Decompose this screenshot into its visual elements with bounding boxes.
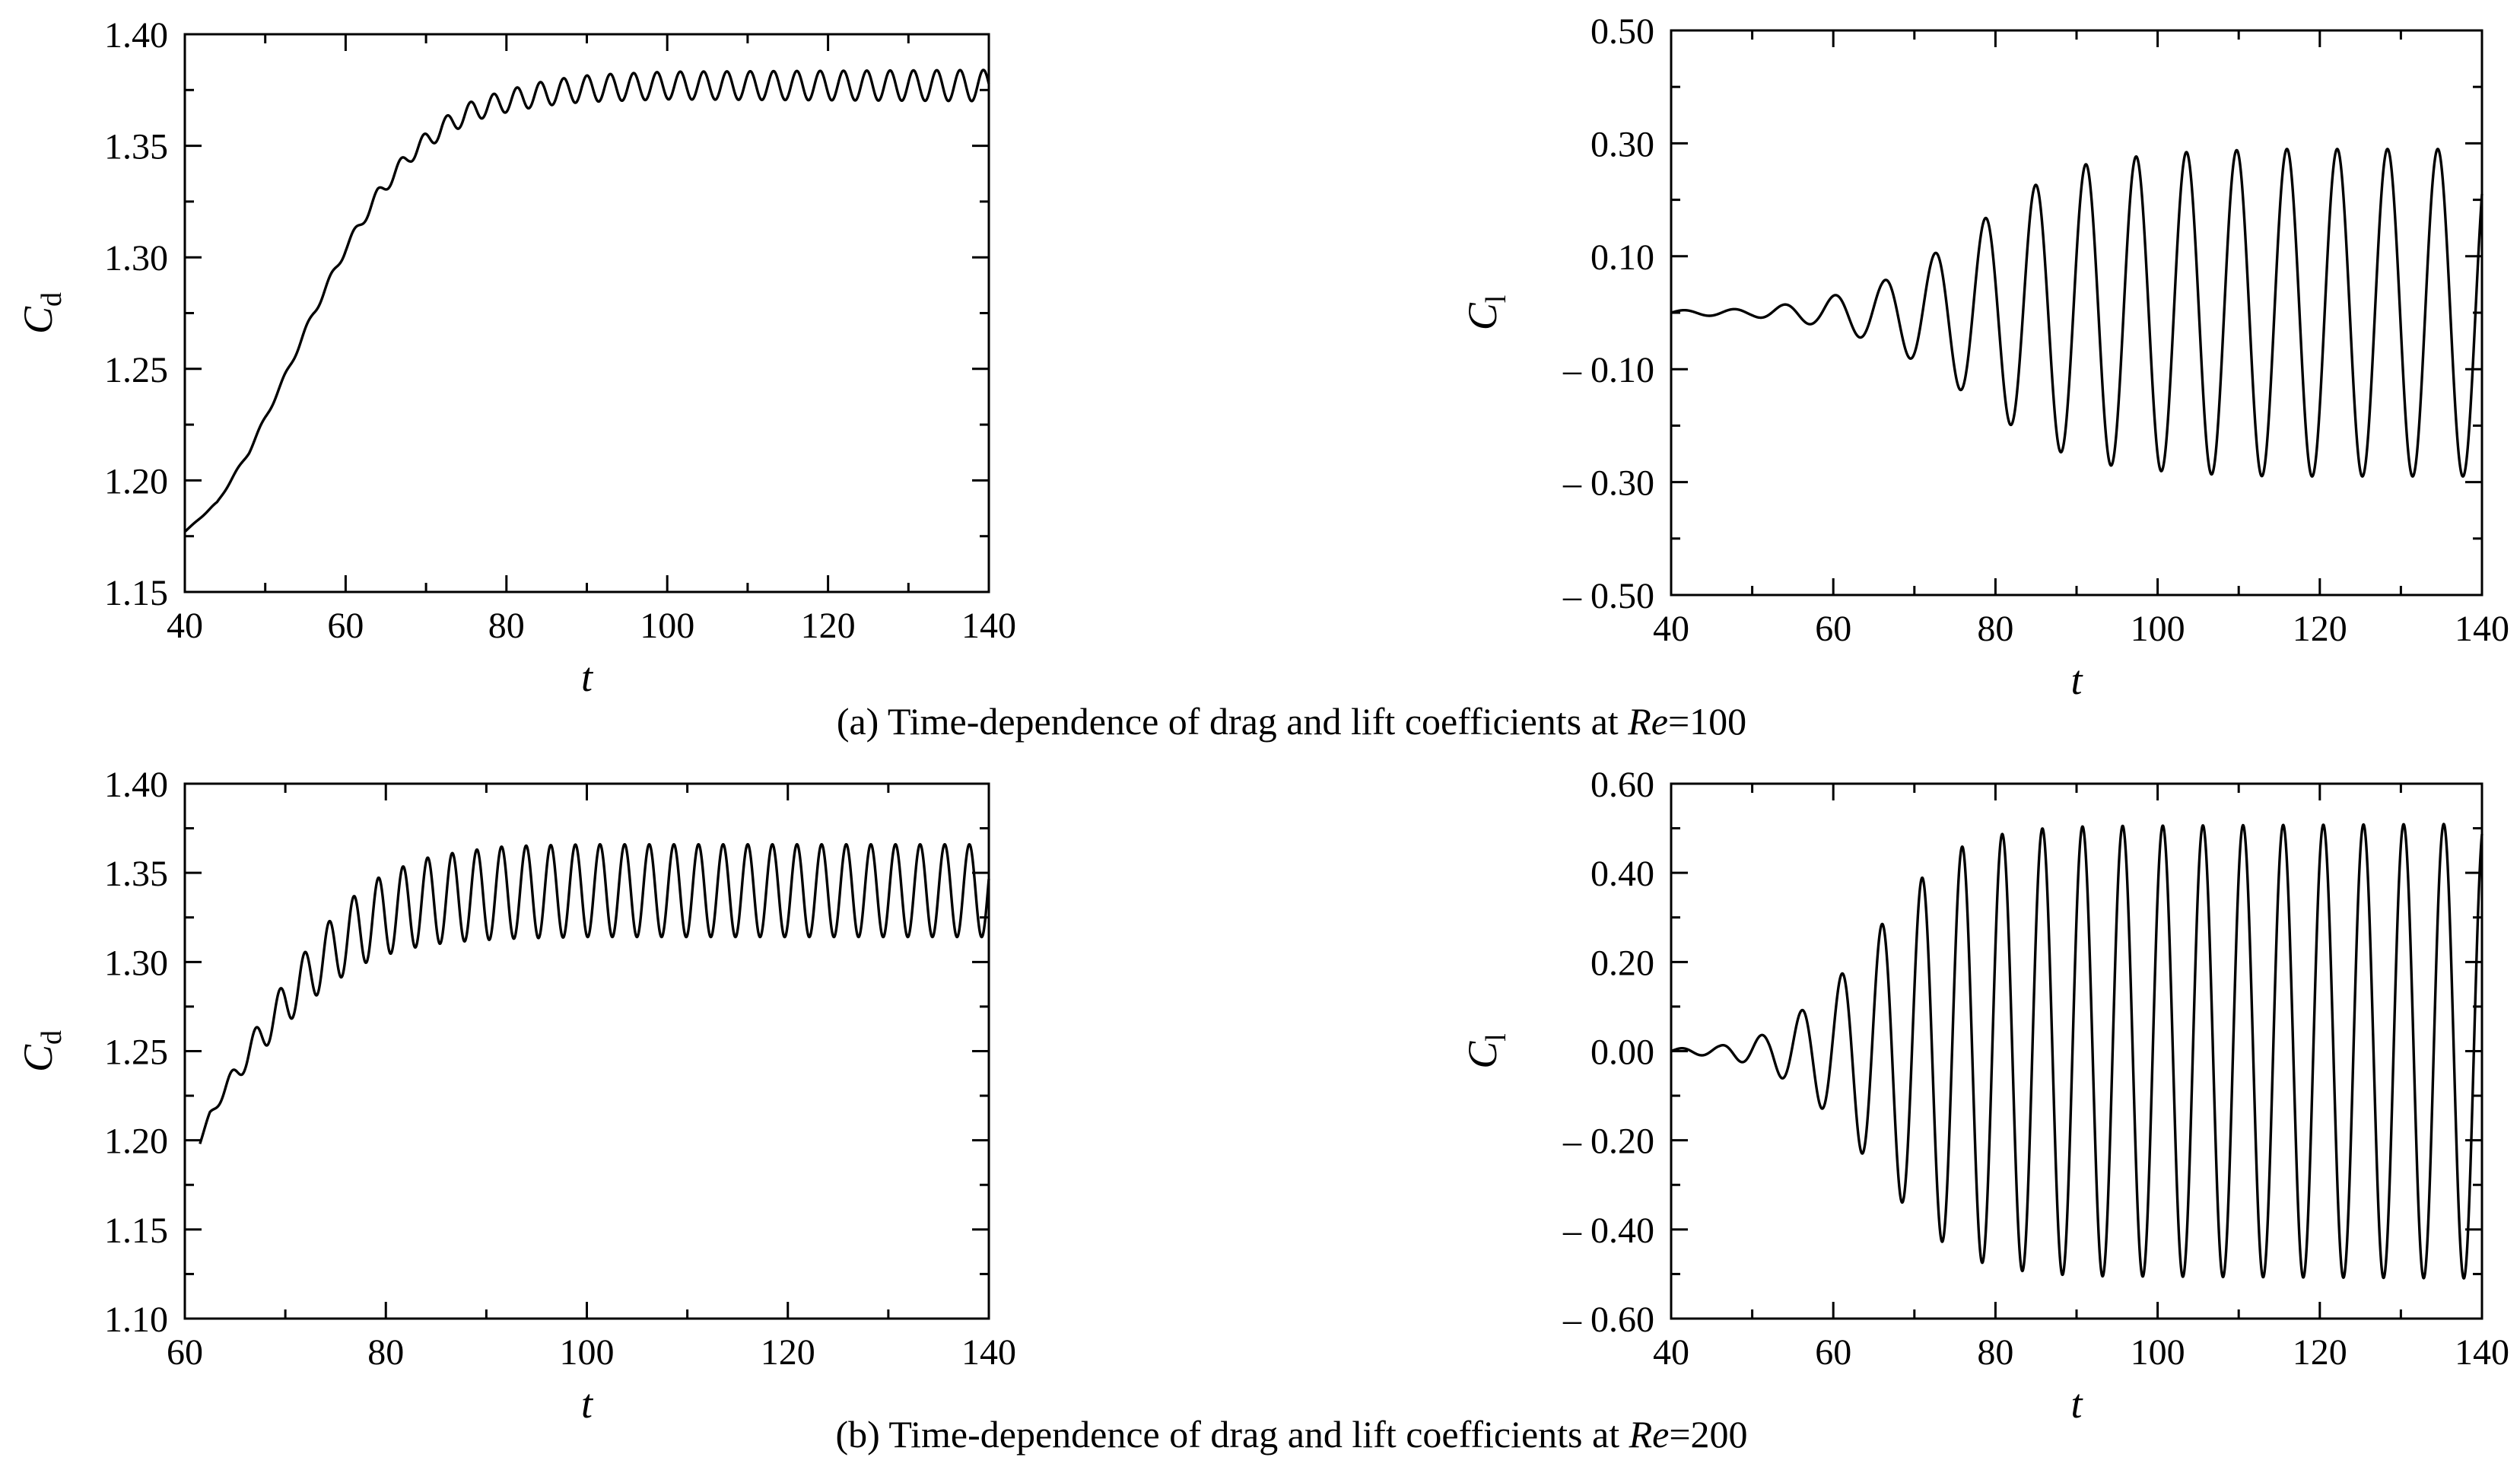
caption-a-var: Re	[1627, 700, 1668, 743]
chart-b-lift: 40 60 80 100 120 140 – 0.60 – 0.40 – 0.20 0.00 0.2…	[1460, 765, 2509, 1427]
y-axis-title: Cl	[1460, 1033, 1512, 1069]
y-tick-label: 1.15	[104, 573, 168, 613]
y-tick-label: 0.50	[1590, 11, 1654, 52]
y-axis-title-sub: d	[36, 1030, 68, 1045]
x-tick-label: 80	[367, 1332, 404, 1373]
x-tick-label: 40	[1653, 1332, 1689, 1373]
x-tick-label: 100	[2131, 1332, 2185, 1373]
x-tick-label: 40	[167, 606, 203, 646]
y-tick-label: 0.20	[1590, 943, 1654, 983]
chart-a-drag: 40 60 80 100 120 140 1.15 1.20 1.25 1.30 1.35 1.40 t…	[15, 15, 1016, 700]
y-axis-title-main: C	[1460, 302, 1505, 330]
y-tick-label: 1.25	[104, 1032, 168, 1073]
chart-b-drag: 60 80 100 120 140 1.10 1.15 1.20 1.25 1.30 1.35 1.4…	[15, 765, 1016, 1427]
y-tick-label: 1.35	[104, 854, 168, 894]
y-tick-label: – 0.60	[1562, 1300, 1654, 1340]
x-tick-label: 60	[327, 606, 364, 646]
y-axis-title: Cd	[15, 292, 68, 334]
y-axis-title: Cd	[15, 1030, 68, 1072]
y-tick-label: 0.60	[1590, 765, 1654, 805]
series-line	[1670, 822, 2483, 1280]
y-axis-title-main: C	[15, 1044, 61, 1072]
x-tick-label: 120	[801, 606, 856, 646]
y-tick-label: 1.30	[104, 943, 168, 983]
x-tick-label: 140	[2455, 609, 2509, 649]
y-axis-title: Cl	[1460, 295, 1512, 331]
caption-a-prefix: (a) Time-dependence of drag and lift coe…	[837, 700, 1628, 743]
x-tick-label: 80	[1977, 1332, 2013, 1373]
y-tick-label: 1.15	[104, 1211, 168, 1251]
chart-a-lift: 40 60 80 100 120 140 – 0.50 – 0.30 – 0.10 0.10 0.3…	[1460, 11, 2509, 703]
y-axis-title-sub: l	[1480, 295, 1512, 304]
y-tick-label: 1.20	[104, 1122, 168, 1162]
series-line	[199, 842, 990, 1145]
caption-a-suffix: =100	[1668, 700, 1746, 743]
y-tick-label: 1.30	[104, 238, 168, 278]
caption-a: (a) Time-dependence of drag and lift coe…	[837, 700, 1746, 743]
caption-b-var: Re	[1629, 1413, 1670, 1456]
y-tick-label: 1.40	[104, 765, 168, 805]
x-tick-label: 140	[2455, 1332, 2509, 1373]
y-axis-title-main: C	[1460, 1041, 1505, 1069]
y-tick-label: 0.10	[1590, 237, 1654, 278]
caption-b-prefix: (b) Time-dependence of drag and lift coe…	[835, 1413, 1629, 1456]
y-tick-label: 1.20	[104, 461, 168, 501]
x-tick-label: 80	[488, 606, 525, 646]
y-tick-label: 1.40	[104, 15, 168, 56]
series-line	[183, 68, 990, 533]
caption-b-suffix: =200	[1669, 1413, 1747, 1456]
x-tick-label: 120	[761, 1332, 815, 1373]
y-tick-label: 1.10	[104, 1300, 168, 1340]
x-axis-title: t	[581, 1381, 594, 1427]
x-tick-label: 100	[640, 606, 694, 646]
x-tick-label: 120	[2293, 1332, 2347, 1373]
y-axis-title-sub: l	[1480, 1033, 1512, 1042]
x-tick-label: 140	[961, 606, 1016, 646]
x-tick-label: 40	[1653, 609, 1689, 649]
x-tick-label: 100	[2131, 609, 2185, 649]
y-tick-label: – 0.20	[1562, 1122, 1654, 1162]
y-tick-label: 0.00	[1590, 1032, 1654, 1073]
x-axis-title: t	[581, 654, 594, 700]
y-tick-label: – 0.50	[1562, 576, 1654, 616]
y-axis-title-sub: d	[36, 292, 68, 307]
y-tick-label: – 0.30	[1562, 463, 1654, 504]
series-line	[1670, 148, 2483, 478]
x-tick-label: 60	[1815, 1332, 1851, 1373]
x-tick-label: 120	[2293, 609, 2347, 649]
y-tick-label: – 0.10	[1562, 350, 1654, 390]
y-tick-label: 1.35	[104, 127, 168, 167]
y-tick-label: – 0.40	[1562, 1211, 1654, 1251]
chart-panels: 40 60 80 100 120 140 1.15 1.20 1.25 1.30 1.35 1.40 t…	[15, 11, 2509, 1427]
x-tick-label: 60	[167, 1332, 203, 1373]
caption-b: (b) Time-dependence of drag and lift coe…	[835, 1413, 1747, 1456]
x-tick-label: 140	[961, 1332, 1016, 1373]
x-axis-title: t	[2070, 1381, 2083, 1427]
y-tick-label: 0.30	[1590, 124, 1654, 164]
x-tick-label: 60	[1815, 609, 1851, 649]
x-axis-title: t	[2070, 657, 2083, 703]
x-tick-label: 80	[1977, 609, 2013, 649]
y-tick-label: 0.40	[1590, 854, 1654, 894]
x-tick-label: 100	[560, 1332, 615, 1373]
y-axis-title-main: C	[15, 306, 61, 334]
y-tick-label: 1.25	[104, 350, 168, 390]
